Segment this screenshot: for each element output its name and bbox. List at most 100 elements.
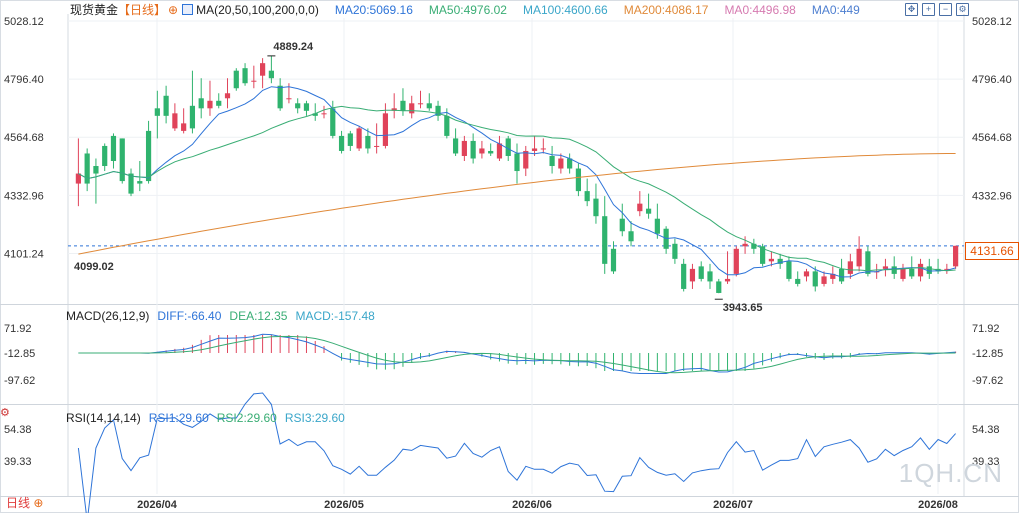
candle [382,103,389,149]
ma200-line [78,153,956,255]
low-annotation: 3943.65 [723,302,763,314]
candle-body [426,103,432,109]
period-selector[interactable]: 日线 ⊕ [6,494,43,511]
candle [365,128,371,154]
candle-body [786,261,792,279]
macd-value: MACD:-157.48 [295,309,375,323]
macd-tick-left-1: -12.85 [4,348,35,360]
candle [716,278,722,294]
candle [479,140,485,159]
candle [145,120,152,184]
candle [347,130,353,151]
candle [733,246,739,277]
high-annotation: 4889.24 [273,41,314,53]
move-icon[interactable]: ✥ [905,3,918,16]
price-tick-right-0: 5028.12 [972,16,1012,28]
candle-body [391,108,397,111]
chart-toolbar: ✥ + − ⚙ [905,3,969,16]
candle-body [93,166,99,174]
rsi-title: RSI(14,14,14) [66,411,141,425]
price-tick-right-2: 4564.68 [972,132,1012,144]
macd-tick-right-0: 71.92 [972,323,1000,335]
candle-body [523,150,529,169]
candle-body [338,135,345,151]
candle-body [207,100,213,109]
candle-body [593,198,599,217]
candle [724,251,731,284]
ma-value-4: MA0:4496.98 [724,3,796,17]
rsi1-value: RSI1:29.60 [148,411,209,425]
candle [628,221,634,247]
candle-body [847,261,853,274]
candle [426,93,432,111]
candle-body [672,243,678,259]
candle [558,153,564,174]
candle [795,271,801,287]
settings-icon[interactable]: ⚙ [956,3,969,16]
candle-body [189,105,196,129]
candle-body [558,158,564,169]
period-toggle-icon[interactable]: ⊕ [168,3,179,17]
candle [891,256,897,279]
candle-body [286,98,292,100]
candle [751,238,757,254]
candle-body [461,140,467,156]
candle-body [724,278,731,282]
ma50-line [78,105,956,272]
candle [356,125,362,151]
candle-body [172,113,178,129]
candle [681,258,687,292]
zoom-in-icon[interactable]: + [922,3,935,16]
candle [856,236,862,272]
candle-body [637,203,643,212]
time-label-3: 2026/07 [713,499,753,511]
candle [654,203,660,239]
candle-body [803,271,810,277]
candle-body [821,276,827,284]
candle-body [400,100,406,111]
candle-body [777,258,783,264]
ma-value-5: MA0:449 [811,3,860,17]
candle [593,183,599,224]
macd-tick-right-2: -97.62 [972,375,1003,387]
candle-body [856,248,862,267]
indicator-settings-icon[interactable]: ⚙ [0,407,10,419]
candle-body [795,278,801,284]
time-label-4: 2026/08 [918,499,958,511]
candle [189,70,196,134]
candle-body [321,113,327,115]
candle [523,145,529,177]
candle [321,105,327,119]
candle-body [198,98,204,109]
candle-body [768,258,774,262]
price-tick-left-0: 5028.12 [4,16,44,28]
price-tick-right-3: 4332.96 [972,190,1012,202]
candle-body [567,158,573,169]
rsi-legend: RSI(14,14,14) RSI1:29.60 RSI2:29.60 RSI3:29… [66,411,353,425]
candle [470,133,476,164]
candle [514,143,520,184]
candle [584,178,590,207]
time-label-2: 2026/06 [512,499,552,511]
candle [602,196,608,274]
zoom-out-icon[interactable]: − [939,3,952,16]
period-tag[interactable]: 【日线】 [118,3,167,17]
candle [953,245,959,269]
candle-body [382,113,389,146]
candle [803,268,810,282]
main-legend: 现货黄金【日线】 ⊕ MA(20,50,100,200,0,0) MA20:5069.… [70,3,876,17]
candle-body [531,148,538,151]
macd-dea: DEA:12.35 [229,309,288,323]
candle-body [216,100,222,106]
candle-body [865,251,871,274]
candle [242,63,248,86]
candle [409,95,415,119]
candle-body [409,103,415,114]
candle-body [751,243,757,249]
price-tick-left-1: 4796.40 [4,74,44,86]
candle [531,135,538,156]
candle-body [470,140,476,159]
candle [575,163,582,197]
candle [944,263,950,274]
candle [181,108,187,134]
